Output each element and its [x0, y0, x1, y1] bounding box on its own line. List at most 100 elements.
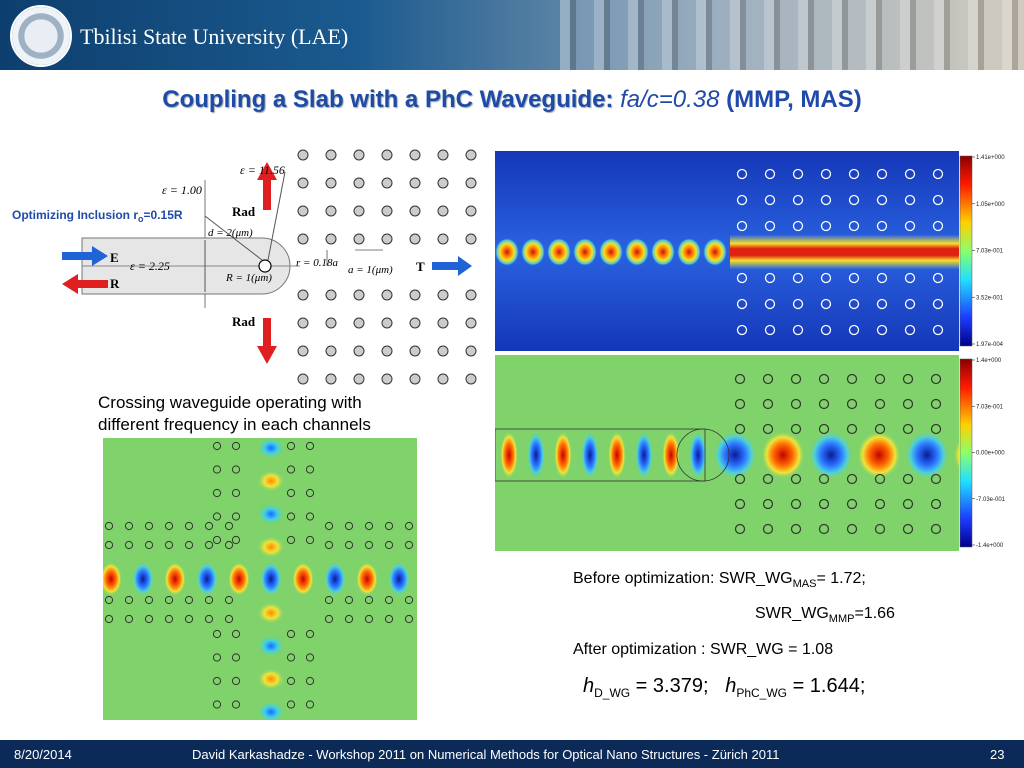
E-label: E — [110, 250, 119, 265]
cross-field-spot — [324, 562, 346, 596]
rod-outline — [818, 473, 830, 485]
cross-field-spot — [196, 562, 218, 596]
rod-outline — [902, 473, 914, 485]
cross-rod — [144, 614, 154, 624]
result-after: After optimization : SWR_WG = 1.08 — [573, 641, 834, 658]
phc-rod — [353, 149, 365, 161]
cross-rod — [212, 653, 222, 662]
rod-outline — [846, 398, 858, 410]
phc-rod — [409, 233, 421, 245]
header-columns-image — [560, 0, 1024, 70]
cross-rod — [231, 676, 241, 686]
rod-outline — [930, 398, 942, 410]
rod-outline — [930, 473, 942, 485]
rod-outline — [790, 473, 802, 485]
crossing-waveguide-plot — [103, 438, 417, 720]
cross-rod — [184, 614, 194, 624]
field-spot — [662, 431, 680, 479]
cross-rod — [184, 595, 194, 605]
rod-outline — [874, 398, 886, 410]
cross-rod — [224, 521, 234, 531]
phc-rod — [325, 149, 337, 161]
cross-field-spot — [257, 503, 285, 525]
rod-outline — [762, 498, 774, 510]
colorbar-bottom — [959, 358, 973, 548]
rod-outline — [790, 523, 802, 535]
cross-rod — [286, 535, 296, 545]
phc-rod — [297, 149, 309, 161]
intensity-spot — [573, 238, 597, 266]
rod-outline — [876, 272, 888, 284]
cross-rod — [212, 465, 222, 474]
phc-rod — [297, 205, 309, 217]
rod-outline — [764, 194, 776, 206]
colorbar-top-ticks: 1.41e+000 1.05e+000 7.03e-001 3.52e-001 1.97… — [972, 155, 1005, 348]
rod-outline — [932, 168, 944, 180]
rod-outline — [846, 423, 858, 435]
cross-rod — [404, 595, 414, 605]
cross-rod — [231, 512, 241, 521]
field-spots — [500, 431, 959, 479]
arrow-rad-top — [257, 162, 277, 210]
cross-field-spot — [257, 536, 285, 558]
cross-rod — [286, 700, 296, 709]
rod-outline — [792, 220, 804, 232]
cross-rod — [305, 512, 315, 521]
phc-rod — [325, 373, 337, 385]
rod-outline — [848, 168, 860, 180]
rod-outline — [902, 398, 914, 410]
rod-outline — [932, 220, 944, 232]
optimizing-inclusion — [258, 259, 272, 273]
footer-page-number: 23 — [990, 747, 1005, 762]
intensity-spot — [547, 238, 571, 266]
cross-rod — [286, 465, 296, 474]
rod-outline — [876, 194, 888, 206]
rod-outline — [904, 194, 916, 206]
rod-outline — [902, 423, 914, 435]
phc-rod — [437, 373, 449, 385]
phc-rod-grid — [297, 149, 477, 385]
intensity-spot — [651, 238, 675, 266]
cross-rod — [305, 488, 315, 498]
cross-rod — [224, 595, 234, 605]
cross-field-spot — [257, 438, 285, 459]
cross-field-spot — [260, 562, 282, 596]
rod-outline — [792, 168, 804, 180]
cross-field-spot — [388, 562, 410, 596]
colorbar-tick-label: 1.4e+000 — [976, 358, 1002, 364]
cross-rod — [404, 521, 414, 531]
cross-rod — [144, 595, 154, 605]
rod-outline — [820, 298, 832, 310]
rod-outline — [818, 398, 830, 410]
title-method: (MMP, MAS) — [726, 86, 862, 113]
cross-field-spot — [257, 635, 285, 657]
footer-credit: David Karkashadze - Workshop 2011 on Num… — [192, 747, 780, 762]
cross-rod — [305, 700, 315, 709]
cross-rod — [144, 540, 154, 550]
phc-rod — [465, 149, 477, 161]
phc-rod — [353, 289, 365, 301]
rod-outline — [930, 523, 942, 535]
cross-rod — [404, 540, 414, 550]
rod-outline — [818, 423, 830, 435]
transmitted-beam — [730, 235, 959, 269]
rod-outline — [848, 324, 860, 336]
rod-outline — [764, 298, 776, 310]
rod-outline — [736, 324, 748, 336]
inclusion-label: Optimizing Inclusion ro=0.15R — [12, 208, 183, 224]
phc-rod — [465, 233, 477, 245]
rod-outline — [904, 324, 916, 336]
field-spot — [608, 431, 626, 479]
cross-field-spot — [257, 668, 285, 690]
field-spot — [554, 431, 572, 479]
phc-rod — [353, 373, 365, 385]
cross-rod — [305, 629, 315, 639]
phc-rod — [297, 289, 309, 301]
T-label: T — [416, 259, 425, 274]
cross-rod — [324, 540, 334, 550]
arrow-transmitted-T — [432, 256, 472, 276]
phc-rod — [409, 345, 421, 357]
cross-rod — [324, 614, 334, 624]
cross-rod — [286, 653, 296, 662]
colorbar-bottom-ticks: 1.4e+000 7.03e-001 0.00e+000 -7.03e-001 -1.4… — [972, 358, 1006, 549]
